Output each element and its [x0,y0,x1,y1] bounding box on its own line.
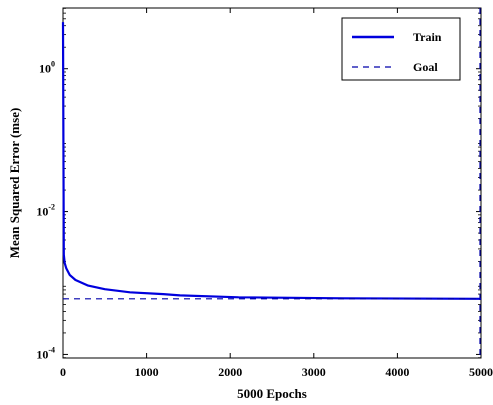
series-layer [61,8,482,358]
legend-goal-label: Goal [413,60,438,74]
x-tick-label: 2000 [218,365,242,379]
y-tick-labels: 100 10-2 10-4 [36,60,55,362]
legend-box [341,17,461,81]
y-tick-label: 10-4 [36,345,55,361]
legend-train-label: Train [413,30,442,44]
x-tick-label: 0 [60,365,66,379]
y-tick-label: 10-2 [36,203,55,219]
y-tick-label: 100 [39,60,55,76]
x-tick-label: 3000 [302,365,326,379]
legend: Train Goal [341,17,461,81]
x-tick-labels: 0 1000 2000 3000 4000 5000 [60,365,493,379]
x-tick-label: 5000 [469,365,493,379]
series-train-line [61,22,482,300]
x-tick-label: 1000 [135,365,159,379]
y-axis-title: Mean Squared Error (mse) [7,108,22,259]
x-tick-label: 4000 [385,365,409,379]
x-axis-title: 5000 Epochs [237,386,307,401]
